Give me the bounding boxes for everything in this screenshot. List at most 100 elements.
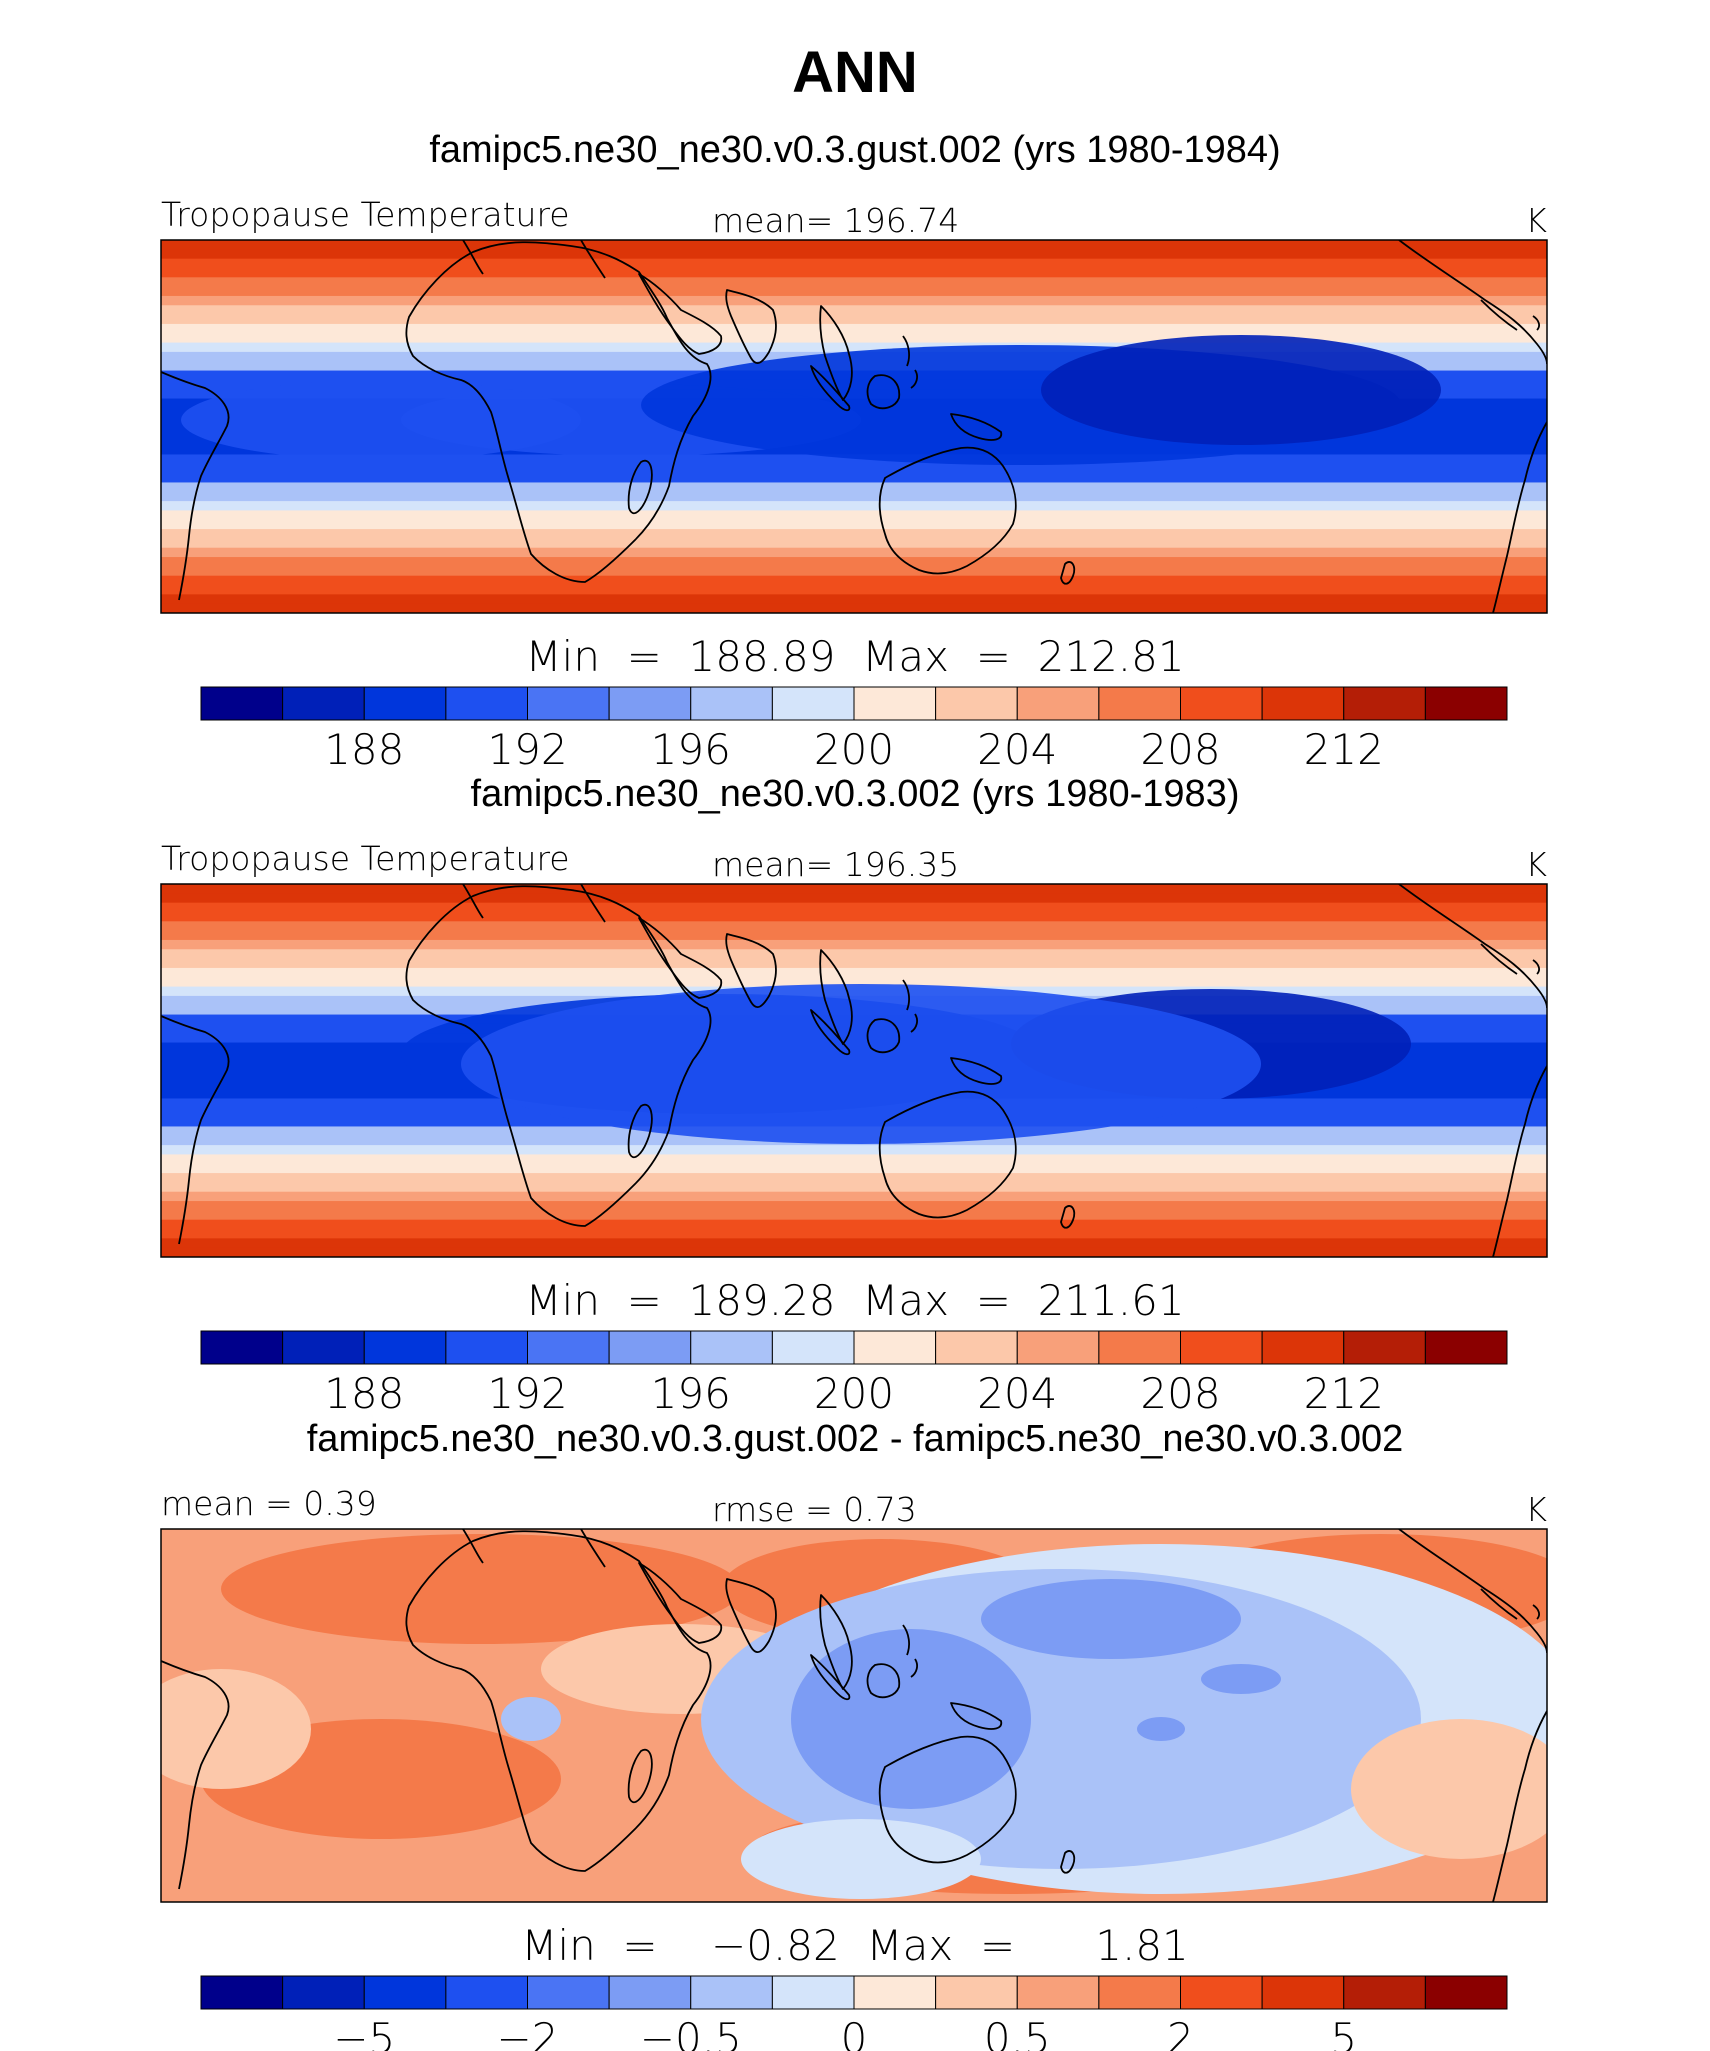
colorbar-box (690, 1975, 773, 2010)
panel-stat-label: rmse = 0.73 (712, 1490, 917, 1529)
colorbar-box (363, 686, 447, 721)
colorbar-box (445, 1975, 528, 2010)
colorbar-tick-label: 204 (977, 1369, 1057, 1418)
colorbar-box (200, 1975, 284, 2010)
contour-band (161, 977, 1547, 988)
colorbar-box (1180, 686, 1263, 721)
contour-band (161, 1173, 1547, 1184)
contour-band (161, 566, 1547, 577)
colorbar-box (690, 1330, 773, 1365)
panel-case-title: famipc5.ne30_ne30.v0.3.002 (yrs 1980-198… (471, 773, 1240, 815)
colorbar-box (935, 1330, 1018, 1365)
contour-band (161, 510, 1547, 521)
contour-band (161, 295, 1547, 307)
colorbar: 188 192 196 200 204 208 212 (200, 686, 1508, 774)
colorbar-tick-label: 208 (1140, 725, 1220, 774)
panel-units-label: K (1525, 201, 1547, 240)
colorbar-box (1016, 1330, 1100, 1365)
colorbar-tick-label: 196 (651, 1369, 731, 1418)
colorbar-box (200, 686, 284, 721)
colorbar-tick-label: 204 (977, 725, 1057, 774)
colorbar-box (771, 1330, 855, 1365)
colorbar-box (853, 686, 937, 721)
colorbar-box (771, 1975, 855, 2010)
colorbar-box (935, 1975, 1018, 2010)
contour-blob (741, 1819, 981, 1899)
contour-band (161, 529, 1547, 540)
contour-band (161, 585, 1547, 596)
colorbar-tick-label: 2 (1167, 2014, 1194, 2051)
colorbar-box (1424, 1975, 1508, 2010)
colorbar-tick-label: 200 (814, 725, 894, 774)
map-frame (160, 883, 1548, 1258)
colorbar-box (363, 1330, 447, 1365)
contour-band (161, 240, 1547, 251)
panel-minmax: Min = 188.89 Max = 212.81 (525, 632, 1184, 681)
colorbar-box (1098, 686, 1181, 721)
colorbar-box (608, 686, 692, 721)
contour-core (461, 984, 1261, 1144)
colorbar-tick-label: 188 (324, 725, 404, 774)
colorbar-box (527, 1975, 610, 2010)
contour-band (161, 1145, 1547, 1156)
contour-blob (981, 1579, 1241, 1659)
contour-core (1041, 335, 1441, 445)
colorbar-box (1098, 1330, 1181, 1365)
contour-band (161, 323, 1547, 335)
contour-band (161, 333, 1547, 344)
colorbar-tick-label: −0.5 (640, 2014, 742, 2051)
colorbar-tick-label: 0.5 (984, 2014, 1051, 2051)
panel-units-label: K (1525, 1490, 1547, 1529)
colorbar-box (853, 1330, 937, 1365)
colorbar-tick-label: 188 (324, 1369, 404, 1418)
contour-band (161, 342, 1547, 353)
contour-blob (161, 1669, 311, 1789)
colorbar-box (1016, 686, 1100, 721)
colorbar-box (1180, 1975, 1263, 2010)
contour-blob (791, 1629, 1031, 1809)
contour-band (161, 454, 1547, 465)
contour-band (161, 277, 1547, 288)
colorbar-tick-label: 0 (841, 2014, 868, 2051)
colorbar-tick-label: 196 (651, 725, 731, 774)
colorbar-box (690, 686, 773, 721)
contour-band (161, 603, 1547, 613)
contour-band (161, 939, 1547, 951)
contour-band (161, 967, 1547, 979)
colorbar-box (1424, 686, 1508, 721)
colorbar-box (1098, 1975, 1181, 2010)
contour-band (161, 1163, 1547, 1175)
contour-band (161, 482, 1547, 493)
contour-band (161, 1182, 1547, 1193)
contour-band (161, 538, 1547, 549)
colorbar-tick-label: 212 (1304, 725, 1384, 774)
panel-minmax: Min = 189.28 Max = 211.61 (525, 1276, 1184, 1325)
contour-band (161, 267, 1547, 279)
colorbar-tick-label: 192 (487, 725, 567, 774)
map-frame (160, 1528, 1548, 1903)
colorbar-tick-label: 192 (487, 1369, 567, 1418)
panel-minmax: Min = −0.82 Max = 1.81 (521, 1921, 1189, 1970)
colorbar-box (200, 1330, 284, 1365)
colorbar-box (771, 686, 855, 721)
colorbar-box (1180, 1330, 1263, 1365)
contour-band (161, 258, 1547, 269)
colorbar-box (527, 686, 610, 721)
colorbar-box (363, 1975, 447, 2010)
colorbar-tick-label: −2 (497, 2014, 559, 2051)
colorbar-box (1424, 1330, 1508, 1365)
colorbar-box (1343, 1330, 1426, 1365)
contour-band (161, 594, 1547, 605)
contour-core (181, 380, 581, 460)
contour-blob (1137, 1717, 1185, 1741)
map-field (161, 1529, 1547, 1902)
contour-band (161, 249, 1547, 260)
contour-band (161, 557, 1547, 568)
contour-band (161, 1210, 1547, 1221)
colorbar-box (1261, 686, 1345, 721)
contour-band (161, 902, 1547, 913)
contour-band (161, 949, 1547, 960)
panel-left-label: Tropopause Temperature (161, 839, 570, 878)
colorbar-tick-label: 5 (1330, 2014, 1357, 2051)
